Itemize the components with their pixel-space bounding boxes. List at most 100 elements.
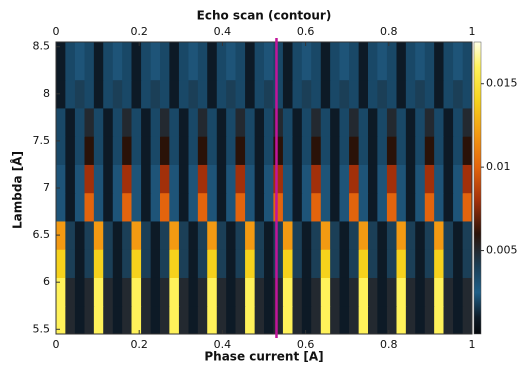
heat-cell xyxy=(443,277,454,307)
heat-cell xyxy=(405,107,416,137)
heat-cell xyxy=(320,42,331,81)
heat-cell xyxy=(424,164,435,194)
heat-cell xyxy=(178,164,189,194)
heat-cell xyxy=(245,107,256,137)
heat-cell xyxy=(292,249,303,278)
heat-cell xyxy=(65,305,76,335)
heat-cell xyxy=(84,220,95,250)
heat-cell xyxy=(377,42,388,81)
heat-cell xyxy=(273,220,284,250)
heat-cell xyxy=(169,42,180,81)
x-tick-label: 0.4 xyxy=(214,338,232,351)
heat-cell xyxy=(245,305,256,335)
heat-cell xyxy=(282,249,293,278)
heat-cell xyxy=(462,42,473,81)
heat-cell xyxy=(207,220,218,250)
heat-cell xyxy=(103,164,114,194)
heat-cell xyxy=(235,107,246,137)
heat-cell xyxy=(377,305,388,335)
heat-cell xyxy=(349,192,360,222)
heat-cell xyxy=(84,164,95,194)
heat-cell xyxy=(56,42,66,81)
heat-cell xyxy=(188,305,199,335)
y-axis-label: Lambda [Å] xyxy=(10,151,25,229)
heat-cell xyxy=(424,79,435,109)
heat-cell xyxy=(254,277,265,307)
heat-cell xyxy=(56,277,66,307)
heat-cell xyxy=(216,42,227,81)
heat-cell xyxy=(216,79,227,109)
heat-cell xyxy=(282,79,293,109)
heat-cell xyxy=(74,79,85,109)
colorbar xyxy=(473,41,482,335)
heat-cell xyxy=(301,79,312,109)
x-tick-label: 1 xyxy=(469,338,476,351)
heat-cell xyxy=(349,79,360,109)
heat-cell xyxy=(443,42,454,81)
heat-cell xyxy=(415,107,426,137)
heat-cell xyxy=(254,220,265,250)
heat-cell xyxy=(273,249,284,278)
heat-cell xyxy=(160,79,170,109)
heat-cell xyxy=(358,136,369,165)
heat-cell xyxy=(462,164,473,194)
heat-cell xyxy=(84,192,95,222)
heat-cell xyxy=(311,136,322,165)
heat-cell xyxy=(434,164,445,194)
heat-cell xyxy=(160,249,170,278)
x-tick-label-top: 0.2 xyxy=(130,25,148,38)
heat-cell xyxy=(131,42,142,81)
heat-cell xyxy=(264,42,274,81)
heat-cell xyxy=(311,277,322,307)
heat-cell xyxy=(339,249,350,278)
heat-cell xyxy=(320,305,331,335)
heat-cell xyxy=(112,192,123,222)
heat-cell xyxy=(368,192,378,222)
heat-cell xyxy=(453,42,464,81)
x-tick-label: 0.8 xyxy=(380,338,398,351)
heat-cell xyxy=(112,164,123,194)
heat-cell xyxy=(453,220,464,250)
heat-cell xyxy=(160,107,170,137)
heat-cell xyxy=(188,164,199,194)
heat-cell xyxy=(368,277,378,307)
heat-cell xyxy=(377,192,388,222)
heat-cell xyxy=(330,220,341,250)
heat-cell xyxy=(150,192,161,222)
heat-cell xyxy=(282,305,293,335)
heat-cell xyxy=(282,42,293,81)
heat-cell xyxy=(112,277,123,307)
heat-cell xyxy=(377,164,388,194)
heat-cell xyxy=(169,79,180,109)
heat-cell xyxy=(150,249,161,278)
heat-cell xyxy=(122,305,133,335)
heat-cell xyxy=(56,249,66,278)
heat-cell xyxy=(330,192,341,222)
heat-cell xyxy=(131,107,142,137)
heat-cell xyxy=(396,79,407,109)
heat-cell xyxy=(74,107,85,137)
heat-cell xyxy=(216,107,227,137)
heat-cell xyxy=(453,107,464,137)
y-tick-label: 5.5 xyxy=(33,322,51,335)
heat-cell xyxy=(150,277,161,307)
heat-cell xyxy=(226,136,237,165)
heat-cell xyxy=(103,107,114,137)
heat-cell xyxy=(396,192,407,222)
heat-cell xyxy=(424,277,435,307)
heat-cell xyxy=(405,305,416,335)
heat-cell xyxy=(368,220,378,250)
heat-cell xyxy=(368,136,378,165)
heat-cell xyxy=(292,305,303,335)
heat-cell xyxy=(160,136,170,165)
heat-cell xyxy=(207,192,218,222)
heat-cell xyxy=(197,136,208,165)
x-tick-label: 0 xyxy=(53,338,60,351)
heat-cell xyxy=(462,192,473,222)
heat-cell xyxy=(188,220,199,250)
heat-cell xyxy=(141,42,152,81)
heat-cell xyxy=(415,220,426,250)
heat-cell xyxy=(103,79,114,109)
heat-cell xyxy=(197,249,208,278)
heat-cell xyxy=(434,107,445,137)
